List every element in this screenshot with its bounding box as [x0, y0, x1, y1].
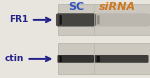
FancyBboxPatch shape: [60, 56, 61, 62]
FancyBboxPatch shape: [60, 56, 61, 62]
FancyBboxPatch shape: [97, 56, 99, 62]
FancyBboxPatch shape: [96, 56, 99, 62]
FancyBboxPatch shape: [96, 56, 99, 62]
Text: FR1: FR1: [9, 15, 50, 24]
FancyBboxPatch shape: [93, 13, 150, 27]
FancyBboxPatch shape: [97, 56, 100, 62]
FancyBboxPatch shape: [96, 56, 99, 62]
FancyBboxPatch shape: [97, 56, 99, 62]
FancyBboxPatch shape: [60, 15, 62, 24]
FancyBboxPatch shape: [98, 56, 100, 62]
FancyBboxPatch shape: [57, 55, 94, 63]
FancyBboxPatch shape: [60, 56, 61, 62]
FancyBboxPatch shape: [60, 15, 62, 24]
FancyBboxPatch shape: [60, 15, 62, 25]
FancyBboxPatch shape: [60, 56, 62, 62]
FancyBboxPatch shape: [60, 56, 62, 62]
FancyBboxPatch shape: [94, 55, 148, 63]
Bar: [58, 43, 150, 74]
FancyBboxPatch shape: [59, 56, 61, 62]
FancyBboxPatch shape: [98, 56, 100, 62]
FancyBboxPatch shape: [60, 56, 61, 62]
FancyBboxPatch shape: [56, 13, 96, 27]
FancyBboxPatch shape: [60, 56, 62, 62]
FancyBboxPatch shape: [97, 56, 100, 62]
FancyBboxPatch shape: [59, 15, 61, 25]
FancyBboxPatch shape: [97, 56, 100, 62]
FancyBboxPatch shape: [59, 56, 61, 62]
FancyBboxPatch shape: [59, 15, 61, 24]
FancyBboxPatch shape: [60, 15, 62, 25]
FancyBboxPatch shape: [97, 56, 100, 62]
Text: ctin: ctin: [4, 54, 50, 63]
FancyBboxPatch shape: [59, 15, 61, 25]
FancyBboxPatch shape: [60, 16, 61, 24]
FancyBboxPatch shape: [59, 56, 61, 62]
Text: siRNA: siRNA: [98, 2, 135, 12]
FancyBboxPatch shape: [60, 56, 62, 62]
Text: SC: SC: [68, 2, 84, 12]
FancyBboxPatch shape: [60, 56, 62, 62]
FancyBboxPatch shape: [60, 16, 61, 24]
FancyBboxPatch shape: [60, 16, 61, 24]
FancyBboxPatch shape: [60, 16, 62, 24]
Bar: [58, 4, 150, 35]
FancyBboxPatch shape: [97, 56, 99, 62]
FancyBboxPatch shape: [60, 15, 61, 24]
